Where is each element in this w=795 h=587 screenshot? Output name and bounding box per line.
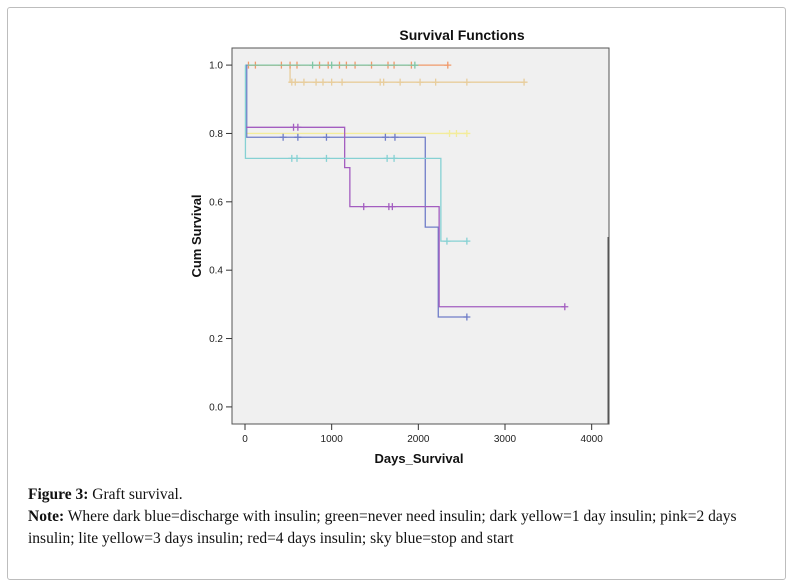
censor-mark	[279, 133, 287, 141]
censor-mark	[452, 129, 460, 137]
survival-chart: Survival Functions Days_Survival Cum Sur…	[189, 27, 610, 466]
censor-mark	[294, 123, 302, 131]
y-tick-label: 0.6	[209, 197, 223, 208]
censor-mark	[411, 61, 419, 69]
y-tick-label: 0.0	[209, 402, 223, 413]
censor-mark	[328, 61, 336, 69]
x-tick-label: 4000	[581, 434, 604, 445]
y-tick-label: 0.2	[209, 334, 223, 345]
censor-mark	[446, 129, 454, 137]
censor-mark	[463, 129, 471, 137]
censor-mark	[416, 78, 424, 86]
censor-mark	[396, 78, 404, 86]
note-text: Where dark blue=discharge with insulin; …	[28, 508, 737, 547]
censor-mark	[390, 154, 398, 162]
censor-mark	[380, 78, 388, 86]
censor-mark	[381, 133, 389, 141]
x-tick-label: 2000	[407, 434, 430, 445]
censor-mark	[444, 61, 452, 69]
x-tick-label: 3000	[494, 434, 517, 445]
chart-title: Survival Functions	[399, 27, 524, 43]
censor-mark	[391, 133, 399, 141]
y-tick-label: 1.0	[209, 61, 223, 72]
note-label: Note:	[28, 508, 65, 525]
censor-mark	[463, 313, 471, 321]
x-axis-label: Days_Survival	[375, 451, 464, 466]
censor-mark	[338, 78, 346, 86]
censor-mark	[319, 78, 327, 86]
censor-mark	[388, 203, 396, 211]
figure-caption: Figure 3: Graft survival. Note: Where da…	[28, 484, 778, 550]
censor-mark	[463, 237, 471, 245]
figure-label: Figure 3:	[28, 486, 89, 503]
x-tick-label: 0	[242, 434, 248, 445]
censor-mark	[300, 78, 308, 86]
censor-mark	[293, 154, 301, 162]
censor-mark	[463, 78, 471, 86]
censor-mark	[360, 203, 368, 211]
censor-mark	[312, 78, 320, 86]
survival-curve	[245, 64, 467, 318]
censor-mark	[322, 133, 330, 141]
censor-mark	[520, 78, 528, 86]
censor-mark	[383, 154, 391, 162]
censor-mark	[291, 78, 299, 86]
plot-area	[231, 47, 610, 425]
y-axis-label: Cum Survival	[189, 194, 204, 277]
y-tick-label: 0.4	[209, 266, 223, 277]
censor-mark	[561, 303, 569, 311]
censor-mark	[309, 61, 317, 69]
censor-mark	[294, 133, 302, 141]
figure-text: Graft survival.	[88, 486, 183, 503]
y-tick-label: 0.8	[209, 129, 223, 140]
censor-mark	[432, 78, 440, 86]
censor-mark	[443, 237, 451, 245]
censor-mark	[328, 78, 336, 86]
survival-curve	[245, 126, 565, 308]
x-tick-label: 1000	[321, 434, 344, 445]
censor-mark	[322, 154, 330, 162]
